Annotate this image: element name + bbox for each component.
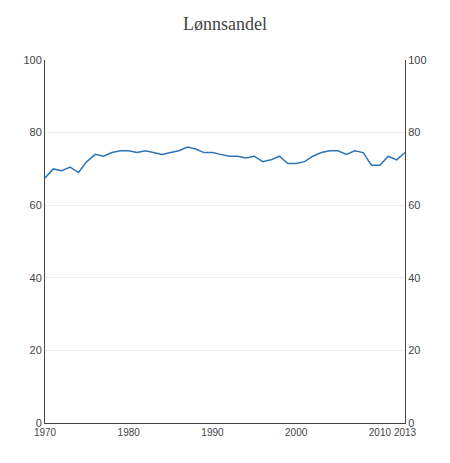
- svg-text:80: 80: [30, 126, 42, 138]
- svg-text:2000: 2000: [285, 427, 308, 438]
- svg-text:60: 60: [408, 199, 420, 211]
- svg-text:0: 0: [36, 417, 42, 429]
- svg-text:20: 20: [408, 344, 420, 356]
- svg-text:60: 60: [30, 199, 42, 211]
- svg-text:2010: 2010: [369, 427, 392, 438]
- svg-text:Lønnsandel: Lønnsandel: [183, 14, 267, 34]
- svg-text:80: 80: [408, 126, 420, 138]
- svg-text:20: 20: [30, 344, 42, 356]
- svg-text:40: 40: [408, 272, 420, 284]
- svg-text:40: 40: [30, 272, 42, 284]
- svg-text:1980: 1980: [118, 427, 141, 438]
- svg-text:1990: 1990: [201, 427, 224, 438]
- svg-text:1970: 1970: [34, 427, 57, 438]
- svg-text:0: 0: [408, 417, 414, 429]
- svg-text:100: 100: [408, 54, 426, 66]
- svg-text:100: 100: [23, 54, 41, 66]
- svg-text:2013: 2013: [394, 427, 417, 438]
